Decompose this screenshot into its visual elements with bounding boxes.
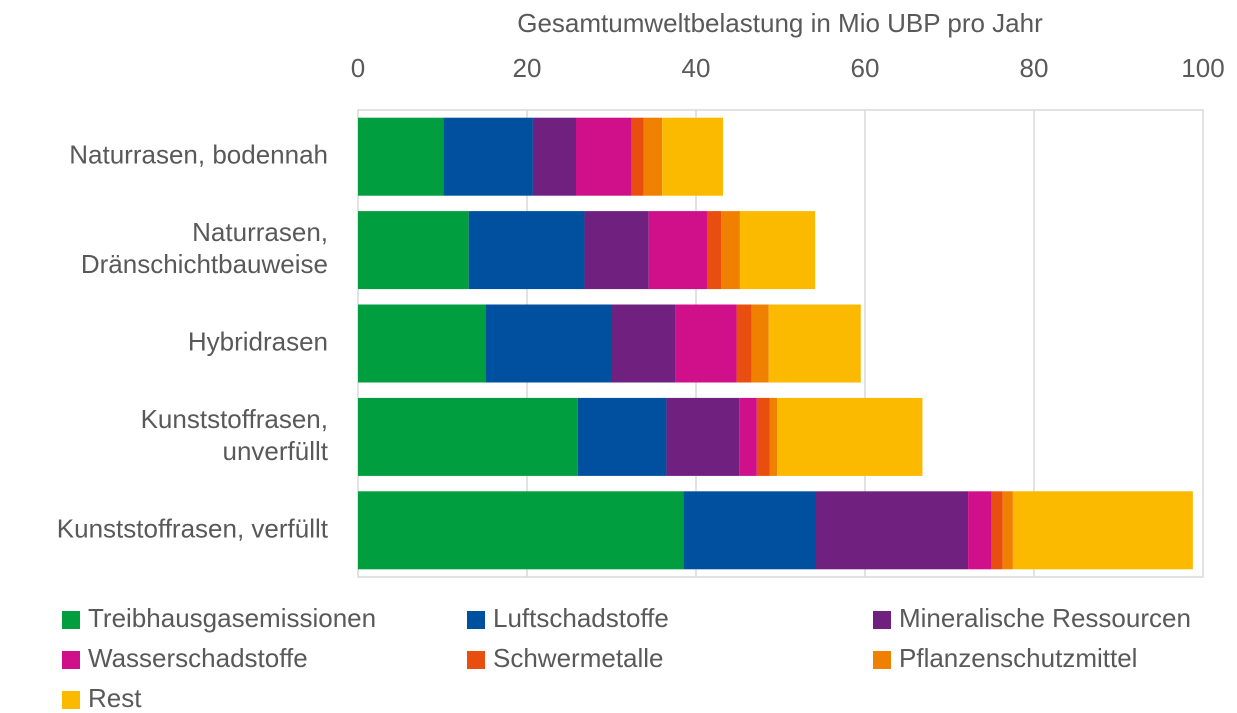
y-tick-label: Kunststoffrasen, unverfüllt <box>141 404 329 466</box>
bar-segment <box>769 397 778 476</box>
legend-swatch <box>62 611 80 629</box>
bar-segment <box>666 397 740 476</box>
bar-segment <box>643 117 663 196</box>
bar-segment <box>736 304 752 383</box>
bar-segment <box>358 211 469 290</box>
x-tick-label: 100 <box>1181 53 1224 83</box>
bar-segment <box>358 397 578 476</box>
bar-segment <box>756 397 770 476</box>
y-tick-label: Naturrasen, Dränschichtbauweise <box>81 217 328 279</box>
y-tick-label: Hybridrasen <box>188 326 328 356</box>
x-tick-label: 60 <box>851 53 880 83</box>
bar-segment <box>1012 491 1193 570</box>
legend-swatch <box>873 651 891 669</box>
bar-segment <box>611 304 676 383</box>
bar-segment <box>662 117 724 196</box>
legend-label: Wasserschadstoffe <box>88 643 308 673</box>
axis-title: Gesamtumweltbelastung in Mio UBP pro Jah… <box>517 8 1043 38</box>
bar-segment <box>648 211 707 290</box>
bar-segment <box>675 304 737 383</box>
legend-swatch <box>467 651 485 669</box>
x-tick-label: 0 <box>351 53 365 83</box>
bar-segment <box>751 304 769 383</box>
y-tick-label: Kunststoffrasen, verfüllt <box>57 513 329 543</box>
bar-segment <box>443 117 533 196</box>
bar-segment <box>468 211 585 290</box>
legend-label: Treibhausgasemissionen <box>88 603 376 633</box>
legend-swatch <box>467 611 485 629</box>
bar-segment <box>358 304 486 383</box>
bar-segment <box>777 397 923 476</box>
y-tick-label: Naturrasen, bodennah <box>69 140 328 170</box>
bar-segment <box>721 211 740 290</box>
bar-segment <box>815 491 969 570</box>
bar-segment <box>576 117 632 196</box>
legend-label: Schwermetalle <box>493 643 664 673</box>
legend-swatch <box>873 611 891 629</box>
bar-segment <box>706 211 722 290</box>
bar-segment <box>358 117 444 196</box>
bar-segment <box>577 397 667 476</box>
x-tick-label: 80 <box>1020 53 1049 83</box>
bar-segment <box>739 211 816 290</box>
legend-label: Mineralische Ressourcen <box>899 603 1191 633</box>
legend-swatch <box>62 651 80 669</box>
bar-segment <box>532 117 577 196</box>
bar-segment <box>968 491 992 570</box>
bar-segment <box>1002 491 1013 570</box>
legend-label: Rest <box>88 683 142 713</box>
bar-segment <box>631 117 644 196</box>
bar-segment <box>584 211 649 290</box>
legend-label: Luftschadstoffe <box>493 603 669 633</box>
bar-segment <box>739 397 757 476</box>
legend-swatch <box>62 691 80 709</box>
x-tick-label: 40 <box>682 53 711 83</box>
bar-segment <box>768 304 861 383</box>
bar-segment <box>358 491 684 570</box>
bar-segment <box>683 491 816 570</box>
bar-segment <box>991 491 1003 570</box>
legend-label: Pflanzenschutzmittel <box>899 643 1137 673</box>
x-tick-label: 20 <box>513 53 542 83</box>
bar-segment <box>485 304 612 383</box>
